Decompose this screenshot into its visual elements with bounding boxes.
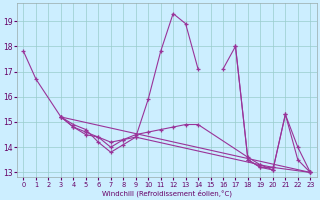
X-axis label: Windchill (Refroidissement éolien,°C): Windchill (Refroidissement éolien,°C) [102,189,232,197]
